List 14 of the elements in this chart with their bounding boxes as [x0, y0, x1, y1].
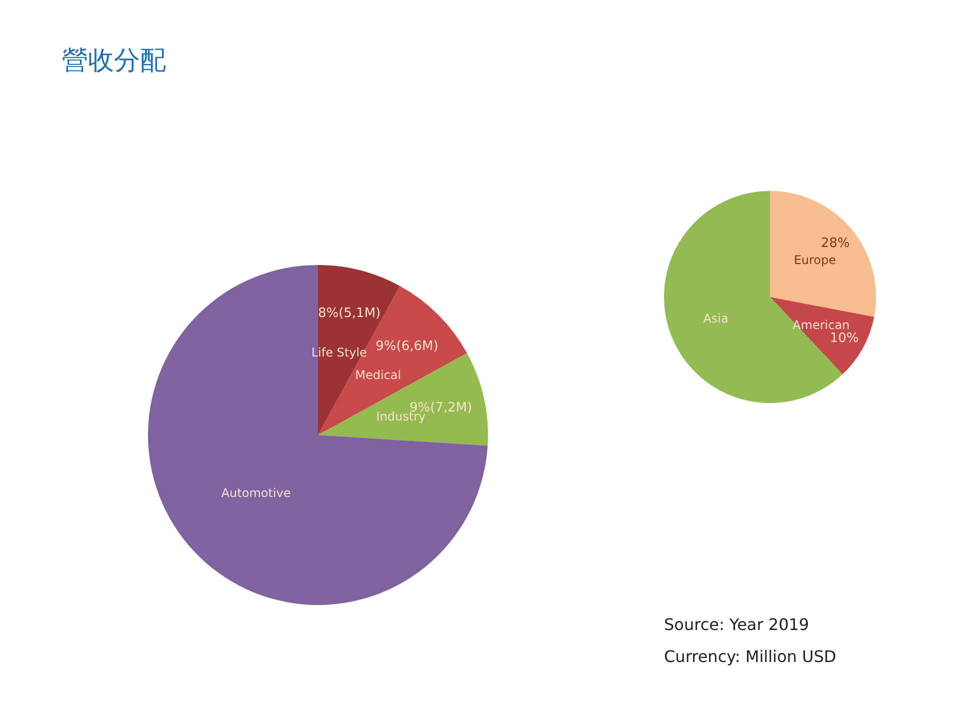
- slice-label: Asia: [703, 311, 728, 326]
- slice-label: Europe: [794, 252, 836, 267]
- chart-title: 營收分配: [62, 46, 166, 76]
- source-note: Source: Year 2019: [664, 615, 810, 634]
- slice-label: Automotive: [221, 486, 291, 500]
- pie-slice: [148, 265, 488, 605]
- data-label: 8%(5,1M): [318, 306, 381, 322]
- pie-slice: [770, 191, 876, 317]
- data-label: 28%: [820, 236, 850, 251]
- data-label: 9%(6,6M): [376, 339, 438, 354]
- pie-slice: [770, 297, 874, 374]
- text: Currency: Million USD: [664, 647, 836, 666]
- slice-label: Medical: [355, 368, 402, 382]
- data-label: 10%: [830, 330, 859, 346]
